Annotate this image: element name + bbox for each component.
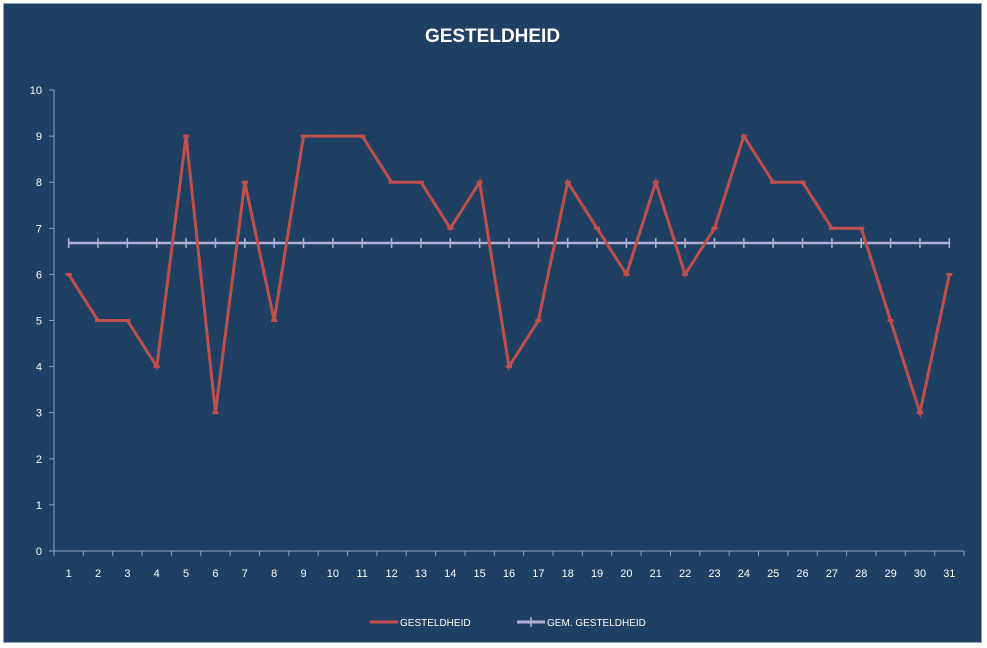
series-gesteldheid bbox=[65, 132, 953, 419]
x-tick-label: 30 bbox=[914, 568, 926, 580]
x-tick-label: 4 bbox=[154, 568, 160, 580]
y-tick-label: 9 bbox=[36, 131, 42, 143]
y-tick-label: 10 bbox=[30, 85, 42, 97]
series-line bbox=[67, 132, 951, 419]
x-tick-label: 20 bbox=[620, 568, 632, 580]
x-tick-label: 25 bbox=[767, 568, 779, 580]
legend-label: GESTELDHEID bbox=[400, 618, 471, 629]
x-tick-label: 27 bbox=[826, 568, 838, 580]
x-tick-label: 24 bbox=[738, 568, 750, 580]
x-tick-label: 29 bbox=[884, 568, 896, 580]
x-tick-label: 19 bbox=[591, 568, 603, 580]
legend: GESTELDHEID GEM. GESTELDHEID bbox=[370, 617, 646, 629]
y-tick-label: 5 bbox=[36, 316, 42, 328]
x-tick-label: 6 bbox=[212, 568, 218, 580]
y-tick-label: 7 bbox=[36, 223, 42, 235]
x-tick-label: 23 bbox=[708, 568, 720, 580]
x-tick-label: 31 bbox=[943, 568, 955, 580]
x-tick-label: 2 bbox=[95, 568, 101, 580]
x-tick-label: 21 bbox=[650, 568, 662, 580]
x-tick-label: 5 bbox=[183, 568, 189, 580]
x-tick-label: 13 bbox=[415, 568, 427, 580]
x-tick-label: 11 bbox=[357, 568, 368, 580]
x-tick-label: 28 bbox=[855, 568, 867, 580]
x-tick-label: 26 bbox=[796, 568, 808, 580]
series-gem-gesteldheid bbox=[67, 238, 951, 249]
x-tick-label: 16 bbox=[503, 568, 515, 580]
x-tick-label: 10 bbox=[327, 568, 339, 580]
x-tick-label: 22 bbox=[679, 568, 691, 580]
y-tick-label: 1 bbox=[36, 500, 42, 512]
x-tick-label: 8 bbox=[271, 568, 277, 580]
x-tick-label: 9 bbox=[300, 568, 306, 580]
legend-item-gem-gesteldheid: GEM. GESTELDHEID bbox=[517, 617, 646, 629]
series-layer bbox=[65, 132, 953, 419]
y-tick-label: 2 bbox=[36, 454, 42, 466]
legend-item-gesteldheid: GESTELDHEID bbox=[370, 618, 471, 629]
y-tick-label: 3 bbox=[36, 408, 42, 420]
y-tick-label: 0 bbox=[36, 546, 42, 558]
y-tick-label: 6 bbox=[36, 269, 42, 281]
x-tick-label: 7 bbox=[242, 568, 248, 580]
chart-frame: GESTELDHEID bbox=[3, 3, 982, 643]
x-tick-label: 17 bbox=[532, 568, 544, 580]
x-tick-label: 18 bbox=[562, 568, 574, 580]
x-tick-label: 14 bbox=[444, 568, 456, 580]
x-tick-label: 15 bbox=[474, 568, 486, 580]
x-tick-label: 1 bbox=[66, 568, 72, 580]
legend-label: GEM. GESTELDHEID bbox=[547, 618, 646, 629]
chart-title: GESTELDHEID bbox=[424, 26, 561, 47]
y-tick-label: 4 bbox=[36, 362, 42, 374]
y-tick-label: 8 bbox=[36, 177, 42, 189]
x-tick-label: 12 bbox=[385, 568, 397, 580]
x-tick-label: 3 bbox=[124, 568, 130, 580]
